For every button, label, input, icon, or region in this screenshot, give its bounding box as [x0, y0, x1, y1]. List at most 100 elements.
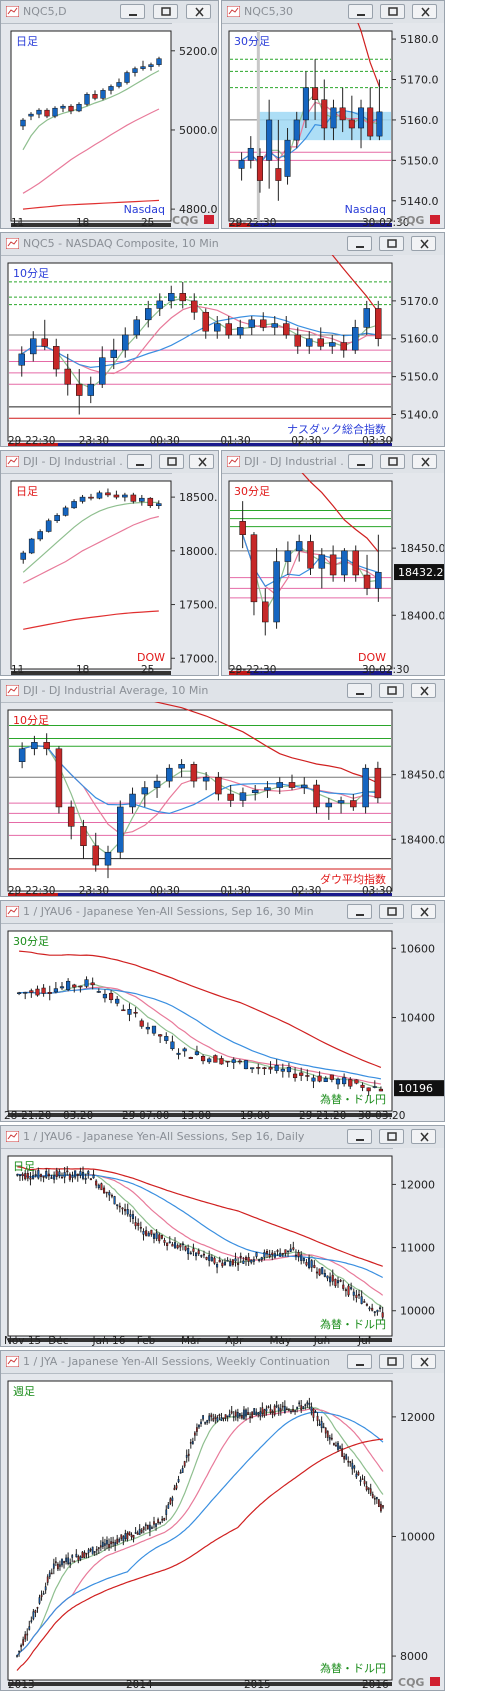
minimize-button[interactable] — [348, 454, 373, 469]
close-button[interactable] — [411, 1129, 436, 1144]
candle-body — [375, 1496, 378, 1500]
candle-body — [352, 550, 359, 576]
title-bar[interactable]: 1 / JYAU6 - Japanese Yen-All Sessions, S… — [1, 1126, 444, 1149]
candle-body — [374, 767, 382, 799]
candle-body — [205, 1257, 208, 1260]
maximize-button[interactable] — [159, 454, 184, 469]
candle-body — [37, 1170, 40, 1179]
x-tick-label: 13:00 — [181, 1110, 211, 1122]
minimize-button[interactable] — [347, 1354, 372, 1369]
y-tick-label: 10000 — [400, 1305, 435, 1318]
window-yen-daily[interactable]: 1 / JYAU6 - Japanese Yen-All Sessions, S… — [0, 1125, 445, 1347]
minimize-button[interactable] — [347, 904, 372, 919]
candle-body — [153, 1521, 155, 1525]
chart-yen-30min[interactable]: 10400 10600 28-21:20 03:20 29-07:00 13:00 19:0… — [1, 923, 445, 1122]
minimize-button[interactable] — [120, 4, 145, 19]
minimize-button[interactable] — [127, 454, 152, 469]
candle-body — [314, 1411, 317, 1413]
close-button[interactable] — [411, 236, 436, 251]
candle-body — [23, 992, 28, 994]
candle-body — [286, 1066, 292, 1073]
maximize-button[interactable] — [379, 683, 404, 698]
candle-body — [323, 1273, 326, 1277]
y-tick-label: 5170.0 — [400, 74, 439, 87]
maximize-button[interactable] — [153, 4, 178, 19]
candle-body — [255, 1252, 258, 1257]
title-bar[interactable]: 1 / JYAU6 - Japanese Yen-All Sessions, S… — [1, 901, 444, 924]
candle-body — [166, 767, 173, 782]
chart-dji-30min[interactable]: 18400.0 18450.0 29-22:30 30-02:30 30分足 DOW 184… — [222, 473, 445, 676]
candle-body — [239, 521, 246, 535]
window-dji-daily[interactable]: DJI - DJ Industrial ... 17000.0 17500.0 18… — [0, 450, 219, 676]
candle-body — [102, 1541, 104, 1547]
window-dji-30min[interactable]: DJI - DJ Industrial ... 18400.0 18450.0 29… — [221, 450, 445, 676]
title-bar[interactable]: DJI - DJ Industrial Average, 10 Min — [1, 680, 444, 703]
candle-body — [357, 1294, 361, 1296]
chart-dji-10min[interactable]: 18400.0 18450.0 29-22:30 23:30 00:30 01:30 02:… — [1, 702, 445, 897]
window-nqc5-10min[interactable]: NQC5 - NASDAQ Composite, 10 Min 5140.0 51… — [0, 232, 445, 447]
candle-body — [251, 1411, 253, 1418]
candle-body — [26, 1633, 29, 1636]
chart-app-icon — [6, 685, 19, 696]
candle-body — [113, 494, 120, 498]
title-bar[interactable]: DJI - DJ Industrial ... — [222, 451, 444, 474]
candle-body — [144, 1524, 147, 1526]
candle-body — [267, 1406, 270, 1408]
maximize-button[interactable] — [379, 1129, 404, 1144]
maximize-button[interactable] — [379, 904, 404, 919]
y-tick-label: 18000.0 — [179, 545, 219, 558]
maximize-button[interactable] — [380, 4, 405, 19]
candle-body — [191, 1441, 194, 1445]
chart-dji-daily[interactable]: 17000.0 17500.0 18000.0 18500.0 11 18 25 日足 DOW — [1, 473, 219, 676]
candle-body — [177, 1479, 180, 1483]
candle-body — [262, 601, 269, 623]
candle-body — [219, 1058, 224, 1065]
candle-body — [310, 1260, 313, 1268]
candle-body — [302, 1406, 305, 1409]
candle-body — [286, 1408, 288, 1411]
candle-body — [373, 1311, 376, 1313]
maximize-button[interactable] — [379, 236, 404, 251]
close-button[interactable] — [411, 904, 436, 919]
window-yen-weekly[interactable]: 1 / JYA - Japanese Yen-All Sessions, Wee… — [0, 1350, 445, 1691]
candle-body — [134, 1222, 137, 1227]
candle-body — [234, 1411, 237, 1417]
maximize-button[interactable] — [379, 1354, 404, 1369]
minimize-button[interactable] — [347, 236, 372, 251]
title-bar[interactable]: 1 / JYA - Japanese Yen-All Sessions, Wee… — [1, 1351, 444, 1374]
window-dji-10min[interactable]: DJI - DJ Industrial Average, 10 Min 1840… — [0, 679, 445, 897]
minimize-button[interactable] — [347, 683, 372, 698]
close-button[interactable] — [411, 1354, 436, 1369]
chart-yen-daily[interactable]: 10000 11000 12000 Nov 15 Dec Jan 16 Feb Mar Apr M… — [1, 1148, 445, 1347]
maximize-button[interactable] — [380, 454, 405, 469]
chart-nqc5-daily[interactable]: 4800.0 5000.0 5200.0 11 18 25 日足 Nasdaq CQG — [1, 23, 219, 229]
candle-body — [260, 1257, 263, 1260]
candle-body — [139, 1227, 142, 1229]
title-bar[interactable]: DJI - DJ Industrial ... — [1, 451, 218, 474]
candle-body — [292, 1247, 295, 1250]
minimize-button[interactable] — [348, 4, 373, 19]
chart-nqc5-30min[interactable]: 5140.0 5150.0 5160.0 5170.0 5180.0 29-22:30 30… — [222, 23, 445, 229]
candle-body — [34, 1610, 37, 1613]
window-nqc5-daily[interactable]: NQC5,D 4800.0 5000.0 5200.0 11 18 25 日足 Nasdaq C… — [0, 0, 219, 229]
candle-body — [165, 1509, 168, 1515]
close-button[interactable] — [411, 683, 436, 698]
title-bar[interactable]: NQC5,30 — [222, 1, 444, 24]
candle-body — [339, 1280, 342, 1282]
window-nqc5-30min[interactable]: NQC5,30 5140.0 5150.0 5160.0 5170.0 5180.0 29… — [221, 0, 445, 229]
close-button[interactable] — [186, 4, 211, 19]
title-bar[interactable]: NQC5,D — [1, 1, 218, 24]
x-tick-label: 29-22:30 — [229, 217, 276, 229]
close-button[interactable] — [189, 454, 214, 469]
minimize-button[interactable] — [347, 1129, 372, 1144]
close-button[interactable] — [412, 4, 437, 19]
title-bar[interactable]: NQC5 - NASDAQ Composite, 10 Min — [1, 233, 444, 256]
x-tick-label: 30-02:30 — [362, 664, 409, 676]
window-yen-30min[interactable]: 1 / JYAU6 - Japanese Yen-All Sessions, S… — [0, 900, 445, 1122]
candle-body — [250, 1067, 255, 1070]
close-button[interactable] — [412, 454, 437, 469]
chart-nqc5-10min[interactable]: 5140.0 5150.0 5160.0 5170.0 29-22:30 23:30 00:… — [1, 255, 445, 447]
candle-body — [368, 1307, 371, 1310]
candle-body — [29, 990, 34, 993]
